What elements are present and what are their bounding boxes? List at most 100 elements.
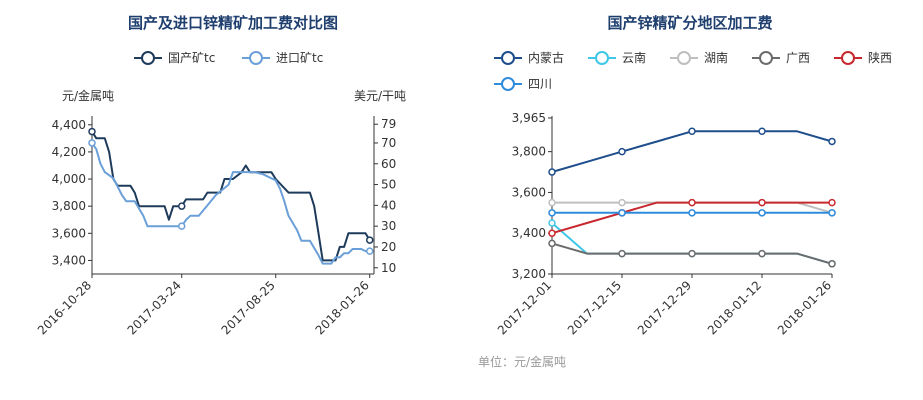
x-tick-label: 2018-01-12 bbox=[705, 278, 764, 337]
legend-label: 广西 bbox=[786, 51, 810, 65]
legend-label: 云南 bbox=[622, 50, 646, 65]
chart2-title: 国产锌精矿分地区加工费 bbox=[607, 14, 772, 32]
right-tick-label: 10 bbox=[381, 261, 396, 275]
data-point[interactable] bbox=[548, 168, 556, 176]
legend-label: 进口矿tc bbox=[276, 51, 323, 65]
legend-label: 陕西 bbox=[868, 50, 892, 65]
data-point[interactable] bbox=[548, 198, 556, 207]
series-line bbox=[91, 142, 370, 265]
data-point[interactable] bbox=[758, 209, 766, 217]
series-region-4 bbox=[548, 198, 836, 237]
series-import bbox=[88, 139, 374, 265]
x-tick-label: 2017-12-01 bbox=[495, 278, 554, 337]
chart1-title: 国产及进口锌精矿加工费对比图 bbox=[128, 14, 338, 32]
data-point[interactable] bbox=[88, 139, 96, 147]
chart1-series bbox=[88, 127, 374, 265]
data-point[interactable] bbox=[688, 198, 696, 207]
legend-item-region-1[interactable]: 云南 bbox=[588, 50, 646, 65]
legend-label: 四川 bbox=[528, 77, 552, 91]
y-tick-label: 3,965 bbox=[512, 111, 546, 125]
legend-item-region-2[interactable]: 湖南 bbox=[670, 50, 728, 65]
legend-item-region-4[interactable]: 陕西 bbox=[834, 50, 892, 65]
legend-swatch-marker bbox=[595, 51, 609, 65]
data-point[interactable] bbox=[828, 209, 836, 217]
right-tick-label: 20 bbox=[381, 240, 396, 254]
y-tick-label: 3,800 bbox=[512, 145, 546, 159]
data-point[interactable] bbox=[618, 198, 626, 207]
legend-swatch-marker bbox=[249, 51, 263, 65]
series-region-0 bbox=[548, 127, 836, 176]
chart1-axes: 3,400 3,600 3,800 4,000 4,200 4,400 10 20 30 40 50… bbox=[35, 116, 396, 337]
left-tick-label: 3,600 bbox=[52, 226, 86, 240]
data-point[interactable] bbox=[828, 137, 836, 146]
chart1-legend: 国产矿tc 进口矿tc bbox=[134, 51, 323, 65]
data-point[interactable] bbox=[548, 209, 556, 217]
y-tick-label: 3,400 bbox=[512, 226, 546, 240]
data-point[interactable] bbox=[618, 209, 626, 217]
series-line bbox=[551, 201, 832, 235]
data-point[interactable] bbox=[828, 198, 836, 207]
left-tick-label: 3,800 bbox=[52, 199, 86, 213]
legend-swatch-marker bbox=[141, 51, 155, 65]
data-point[interactable] bbox=[177, 222, 186, 230]
chart2-unit-note: 单位：元/金属吨 bbox=[478, 354, 566, 369]
data-point[interactable] bbox=[618, 147, 626, 156]
series-line bbox=[551, 130, 833, 173]
legend-swatch-marker bbox=[501, 51, 515, 65]
right-tick-label: 30 bbox=[381, 219, 396, 233]
data-point[interactable] bbox=[758, 249, 766, 258]
data-point[interactable] bbox=[688, 209, 696, 217]
data-point[interactable] bbox=[758, 198, 766, 207]
series-line bbox=[91, 131, 371, 262]
right-tick-label: 60 bbox=[381, 157, 396, 171]
data-point[interactable] bbox=[548, 239, 556, 248]
left-tick-label: 3,400 bbox=[52, 253, 86, 267]
x-tick-label: 2017-03-24 bbox=[125, 278, 184, 337]
data-point[interactable] bbox=[365, 236, 374, 244]
chart2-series bbox=[548, 127, 836, 268]
data-point[interactable] bbox=[177, 202, 186, 210]
series-line bbox=[551, 222, 833, 265]
legend-label: 内蒙古 bbox=[528, 50, 564, 65]
chart1-right-axis-label: 美元/干吨 bbox=[354, 89, 406, 103]
x-tick-label: 2017-12-29 bbox=[635, 278, 694, 337]
y-tick-label: 3,600 bbox=[512, 185, 546, 199]
data-point[interactable] bbox=[688, 249, 696, 258]
legend-swatch-marker bbox=[677, 51, 691, 65]
data-point[interactable] bbox=[618, 249, 626, 258]
series-region-3 bbox=[548, 239, 836, 268]
right-tick-label: 40 bbox=[381, 198, 396, 212]
legend-swatch-marker bbox=[759, 51, 773, 65]
series-region-1 bbox=[548, 219, 836, 268]
data-point[interactable] bbox=[365, 247, 374, 255]
legend-swatch-marker bbox=[841, 51, 855, 65]
x-tick-label: 2017-08-25 bbox=[219, 278, 278, 337]
x-tick-label: 2016-10-28 bbox=[35, 278, 94, 337]
legend-item-region-5[interactable]: 四川 bbox=[494, 77, 552, 91]
data-point[interactable] bbox=[828, 260, 836, 268]
legend-label: 湖南 bbox=[704, 50, 728, 65]
x-tick-label: 2018-01-26 bbox=[775, 278, 834, 337]
x-tick-label: 2018-01-26 bbox=[313, 278, 372, 337]
left-tick-label: 4,400 bbox=[52, 118, 86, 132]
legend-item-region-0[interactable]: 内蒙古 bbox=[494, 50, 564, 65]
data-point[interactable] bbox=[88, 127, 96, 136]
domestic-vs-import-chart: 国产及进口锌精矿加工费对比图 国产矿tc 进口矿tc 元/金属吨 美元/干吨 3,… bbox=[35, 14, 406, 337]
x-tick-label: 2017-12-15 bbox=[565, 278, 624, 337]
data-point[interactable] bbox=[548, 229, 556, 237]
chart1-left-axis-label: 元/金属吨 bbox=[62, 88, 114, 103]
legend-item-region-3[interactable]: 广西 bbox=[752, 51, 810, 65]
legend-item-domestic[interactable]: 国产矿tc bbox=[134, 51, 215, 65]
right-tick-label: 50 bbox=[381, 178, 396, 192]
legend-swatch-marker bbox=[501, 77, 515, 91]
legend-label: 国产矿tc bbox=[168, 51, 215, 65]
data-point[interactable] bbox=[758, 127, 766, 136]
data-point[interactable] bbox=[548, 219, 556, 227]
data-point[interactable] bbox=[688, 127, 696, 136]
legend-item-import[interactable]: 进口矿tc bbox=[242, 51, 323, 65]
y-tick-label: 3,200 bbox=[512, 267, 546, 281]
